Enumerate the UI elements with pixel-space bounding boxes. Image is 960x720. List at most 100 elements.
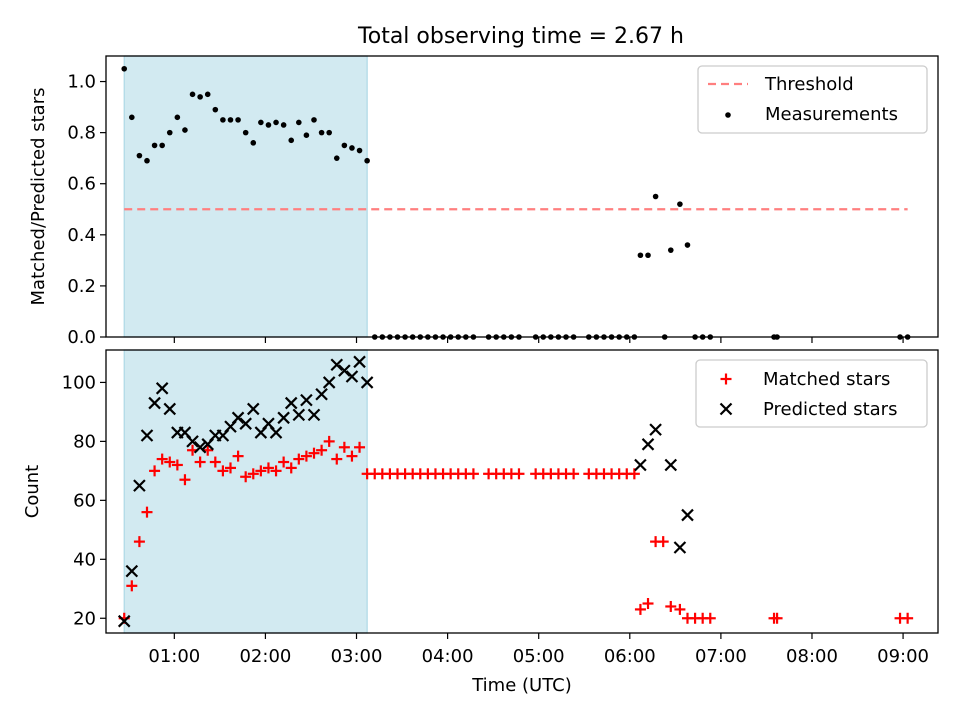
matched-star-point: [902, 612, 914, 624]
matched-star-point: [300, 450, 312, 462]
measurement-point: [204, 91, 211, 98]
matched-star-point: [331, 453, 343, 465]
predicted-star-point: [277, 411, 290, 425]
predicted-star-point: [269, 426, 283, 439]
measurement-point: [144, 157, 150, 164]
matched-star-point: [316, 444, 328, 456]
predicted-star-point: [292, 408, 306, 422]
measurement-point: [220, 117, 226, 123]
predicted-star-point: [634, 458, 647, 472]
count-panel: 20 40 60 80 100 01:00 02:00 03:00 04:00 05:00 06:…: [22, 349, 939, 696]
measurement-point: [189, 91, 196, 98]
measurement-point: [349, 145, 355, 151]
matched-star-point: [278, 456, 290, 468]
ratio-y-tick-label: 0.4: [67, 225, 96, 246]
count-y-axis-label: Count: [22, 465, 43, 518]
measurement-point: [273, 119, 279, 126]
measurement-point: [356, 147, 363, 154]
matched-star-point: [126, 580, 138, 592]
legend-threshold-label: Threshold: [764, 74, 854, 95]
matched-star-point: [628, 468, 640, 480]
count-observing-window-shade: [123, 349, 368, 634]
measurement-point: [311, 117, 317, 123]
matched-star-point: [346, 450, 358, 462]
predicted-star-point: [140, 429, 154, 442]
ratio-y-axis-label: Matched/Predicted stars: [28, 88, 49, 306]
matched-star-point: [665, 600, 677, 612]
measurement-point: [166, 129, 173, 136]
matched-star-point: [308, 447, 320, 459]
legend-predicted-swatch: [719, 402, 733, 416]
ratio-y-tick-label: 0.8: [67, 123, 96, 144]
count-y-tick-label: 40: [73, 549, 96, 570]
predicted-star-point: [239, 417, 252, 430]
measurement-point: [326, 129, 332, 136]
matched-star-point: [240, 471, 252, 483]
matched-star-point: [354, 441, 366, 453]
chart-title: Total observing time = 2.67 h: [357, 24, 684, 49]
x-tick-label: 05:00: [513, 646, 565, 667]
predicted-stars-points: [117, 355, 694, 628]
matched-star-point: [209, 456, 221, 468]
predicted-star-point: [322, 376, 336, 389]
matched-star-point: [285, 462, 297, 474]
measurements-points: [121, 65, 911, 340]
measurement-point: [265, 122, 272, 128]
matched-star-point: [149, 465, 161, 477]
measurement-point: [280, 122, 287, 128]
matched-star-point: [255, 465, 267, 477]
matched-star-point: [217, 465, 229, 477]
predicted-star-point: [664, 458, 678, 472]
legend-predicted-label: Predicted stars: [763, 399, 897, 420]
matched-star-point: [293, 453, 305, 465]
matched-star-point: [674, 603, 686, 615]
predicted-star-point: [231, 411, 245, 425]
predicted-star-point: [148, 396, 161, 410]
measurement-point: [296, 119, 302, 126]
measurement-point: [121, 65, 128, 72]
matched-star-point: [262, 462, 274, 474]
count-y-tick-label: 80: [73, 431, 96, 452]
matched-star-point: [194, 456, 206, 468]
matched-star-point: [657, 536, 669, 548]
count-x-ticks: 01:00 02:00 03:00 04:00 05:00 06:00 07:00 08:00…: [148, 633, 929, 667]
count-y-tick-label: 60: [73, 490, 96, 511]
measurement-point: [288, 137, 295, 144]
x-tick-label: 09:00: [877, 646, 929, 667]
count-legend-box: [695, 359, 928, 428]
ratio-observing-window-shade: [123, 55, 368, 338]
x-tick-label: 01:00: [148, 646, 200, 667]
x-axis-label: Time (UTC): [471, 675, 572, 696]
legend-measurements-swatch: [725, 112, 731, 118]
measurement-point: [318, 129, 325, 136]
measurement-point: [303, 132, 310, 138]
measurement-point: [684, 242, 691, 248]
ratio-legend: Threshold Measurements: [697, 65, 928, 134]
ratio-y-tick-label: 1.0: [67, 72, 96, 93]
predicted-star-point: [641, 438, 655, 451]
legend-plus-marker: [720, 373, 732, 385]
legend-x-marker: [719, 402, 733, 416]
predicted-star-point: [300, 393, 313, 407]
measurement-point: [341, 142, 348, 149]
measurement-point: [159, 142, 165, 149]
predicted-star-point: [117, 614, 131, 628]
legend-measurements-label: Measurements: [765, 104, 898, 125]
measurement-point: [645, 252, 651, 259]
predicted-star-point: [330, 358, 344, 372]
predicted-star-point: [673, 541, 687, 554]
predicted-star-point: [284, 396, 298, 410]
measurement-point: [227, 117, 234, 123]
measurement-point: [182, 127, 188, 133]
predicted-star-point: [125, 564, 139, 578]
ratio-panel: 0.0 0.2 0.4 0.6 0.8 1.0 Matched/Predicted sta…: [28, 55, 939, 348]
predicted-star-point: [193, 441, 207, 454]
measurement-point: [364, 157, 370, 164]
predicted-star-point: [681, 508, 694, 522]
matched-star-point: [338, 441, 350, 453]
ratio-panel-frame: [105, 55, 939, 338]
predicted-star-point: [133, 479, 146, 492]
matched-star-point: [513, 468, 525, 480]
measurement-point: [136, 152, 143, 159]
